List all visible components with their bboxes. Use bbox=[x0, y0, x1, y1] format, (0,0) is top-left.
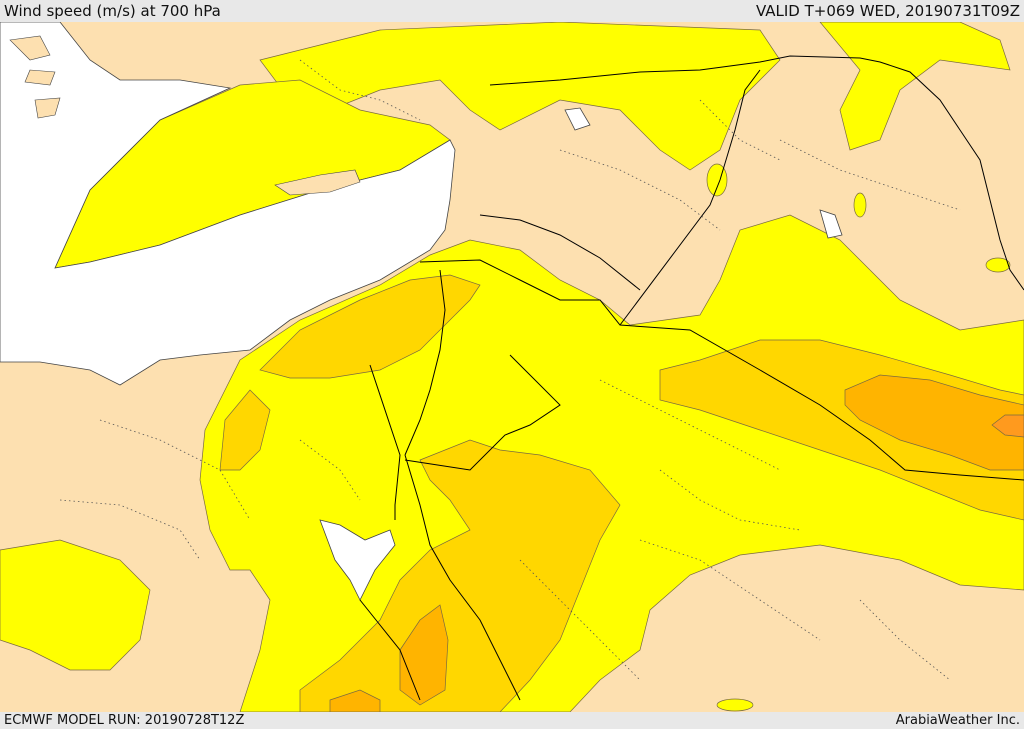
weather-map bbox=[0, 22, 1024, 712]
footer-bar: ECMWF MODEL RUN: 20190728T12Z ArabiaWeat… bbox=[0, 712, 1024, 729]
credit: ArabiaWeather Inc. bbox=[895, 713, 1020, 728]
valid-time: VALID T+069 WED, 20190731T09Z bbox=[755, 2, 1020, 20]
country-borders bbox=[359, 55, 1024, 701]
province-boundaries bbox=[59, 59, 961, 681]
red-sea bbox=[319, 107, 843, 601]
header-bar: Wind speed (m/s) at 700 hPa VALID T+069 … bbox=[0, 0, 1024, 22]
islands bbox=[9, 35, 361, 196]
wind-speed-map bbox=[0, 22, 1024, 712]
map-title: Wind speed (m/s) at 700 hPa bbox=[4, 2, 221, 20]
mediterranean-sea bbox=[0, 22, 456, 386]
model-run: ECMWF MODEL RUN: 20190728T12Z bbox=[4, 713, 245, 728]
wind-band-dark-orange bbox=[991, 414, 1024, 438]
